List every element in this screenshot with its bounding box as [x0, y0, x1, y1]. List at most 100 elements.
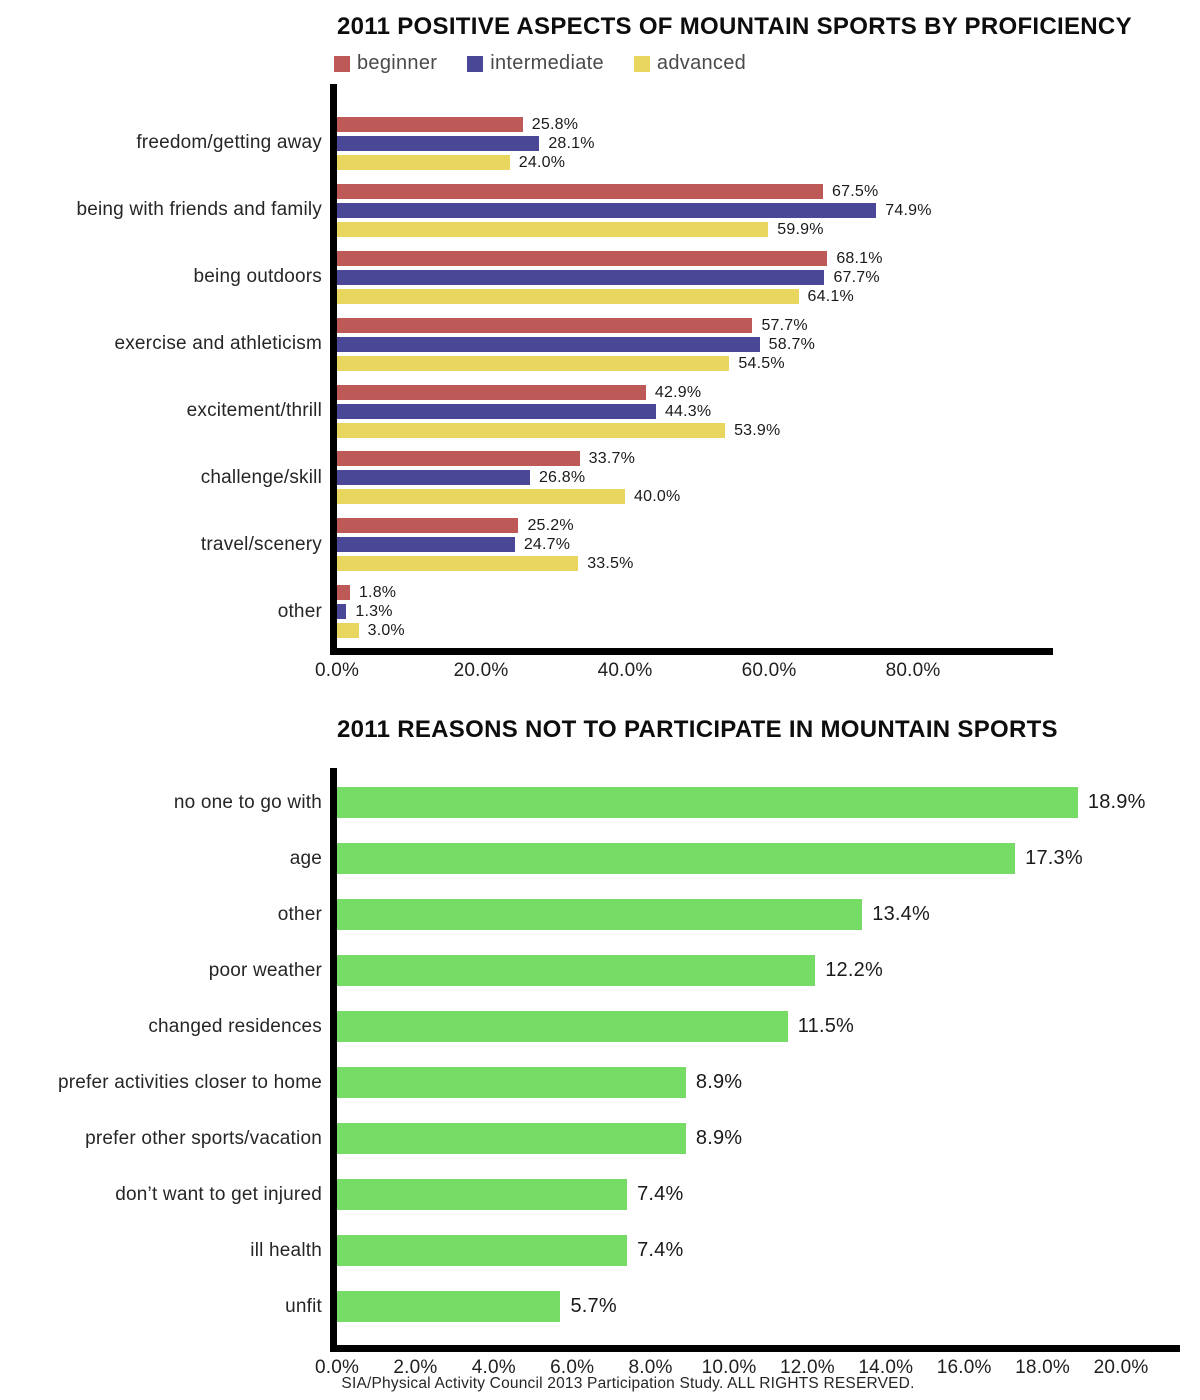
bar-intermediate — [337, 403, 656, 419]
chart1-x-axis-line — [330, 648, 1053, 655]
bar-intermediate — [337, 269, 825, 285]
chart2-y-axis-line — [330, 768, 337, 1352]
chart1-legend: beginner intermediate advanced — [334, 52, 746, 75]
legend-item-advanced: advanced — [633, 52, 747, 75]
legend-item-intermediate: intermediate — [467, 52, 604, 75]
bar-advanced — [337, 556, 579, 572]
value-label: 1.8% — [358, 584, 397, 602]
x-tick-label: 4.0% — [471, 1357, 516, 1378]
x-tick-label: 18.0% — [1015, 1357, 1071, 1378]
legend-label-beginner: beginner — [357, 52, 438, 74]
value-label: 17.3% — [1025, 847, 1083, 869]
x-tick-label: 20.0% — [1093, 1357, 1149, 1378]
bar-intermediate — [337, 537, 515, 553]
x-tick-label: 12.0% — [779, 1357, 835, 1378]
value-label: 8.9% — [695, 1127, 743, 1149]
chart1-title: 2011 POSITIVE ASPECTS OF MOUNTAIN SPORTS… — [337, 13, 1132, 40]
value-label: 3.0% — [367, 622, 405, 640]
category-label: other — [277, 600, 322, 622]
category-label: other — [277, 904, 322, 925]
value-label: 68.1% — [836, 249, 883, 267]
bar-intermediate — [337, 604, 347, 620]
bar-reasons — [337, 787, 1078, 818]
value-label: 54.5% — [738, 354, 785, 372]
category-label: exercise and athleticism — [114, 333, 322, 355]
x-tick-label: 40.0% — [597, 660, 653, 681]
x-tick-label: 10.0% — [701, 1357, 757, 1378]
bar-reasons — [337, 1291, 561, 1322]
legend-swatch-advanced — [633, 55, 650, 72]
bar-beginner — [337, 585, 350, 601]
x-tick-label: 2.0% — [393, 1357, 438, 1378]
value-label: 18.9% — [1087, 791, 1146, 813]
bar-reasons — [337, 1123, 686, 1154]
value-label: 25.2% — [527, 517, 574, 535]
category-label: prefer other sports/vacation — [85, 1128, 322, 1149]
bar-intermediate — [337, 470, 530, 486]
chart2-x-axis-line — [330, 1345, 1180, 1352]
category-label: changed residences — [148, 1016, 322, 1037]
category-label: no one to go with — [173, 792, 322, 813]
value-label: 7.4% — [637, 1239, 684, 1261]
value-label: 67.7% — [833, 268, 880, 286]
bar-reasons — [337, 1235, 628, 1266]
bar-reasons — [337, 1179, 628, 1210]
x-tick-label: 16.0% — [936, 1357, 992, 1378]
category-label: don’t want to get injured — [115, 1184, 322, 1205]
x-tick-label: 8.0% — [628, 1357, 673, 1378]
value-label: 11.5% — [797, 1015, 855, 1037]
bar-reasons — [337, 1011, 788, 1042]
value-label: 24.7% — [523, 536, 571, 554]
bar-intermediate — [337, 136, 540, 151]
bar-advanced — [337, 355, 730, 371]
legend-label-advanced: advanced — [656, 52, 747, 74]
bar-intermediate — [337, 336, 760, 352]
bar-reasons — [337, 1067, 686, 1098]
category-label: being outdoors — [193, 266, 322, 288]
bar-advanced — [337, 221, 769, 237]
value-label: 28.1% — [548, 135, 595, 152]
category-label: being with friends and family — [76, 199, 322, 221]
bar-advanced — [337, 155, 510, 170]
bar-beginner — [337, 250, 828, 266]
bar-advanced — [337, 489, 625, 505]
value-label: 5.7% — [570, 1295, 617, 1317]
value-label: 58.7% — [768, 335, 815, 353]
value-label: 59.9% — [777, 220, 824, 238]
bar-beginner — [337, 384, 646, 400]
value-label: 33.7% — [588, 450, 635, 468]
legend-label-intermediate: intermediate — [490, 52, 604, 74]
bar-beginner — [337, 518, 519, 534]
value-label: 42.9% — [654, 383, 702, 401]
category-label: excitement/thrill — [186, 399, 322, 421]
value-label: 1.3% — [355, 603, 393, 621]
value-label: 8.9% — [695, 1071, 743, 1093]
value-label: 24.0% — [518, 154, 566, 171]
category-label: challenge/skill — [200, 466, 322, 488]
x-tick-label: 60.0% — [741, 660, 797, 681]
value-label: 74.9% — [885, 201, 932, 219]
x-tick-label: 14.0% — [858, 1357, 914, 1378]
x-tick-label: 0.0% — [314, 1357, 360, 1378]
value-label: 53.9% — [734, 421, 781, 439]
bar-advanced — [337, 422, 726, 438]
value-label: 26.8% — [538, 469, 586, 487]
bar-reasons — [337, 843, 1016, 874]
bar-intermediate — [337, 202, 877, 218]
bar-reasons — [337, 899, 863, 930]
legend-swatch-intermediate — [467, 55, 484, 72]
source-attribution: SIA/Physical Activity Council 2013 Parti… — [341, 1375, 915, 1392]
value-label: 64.1% — [807, 287, 854, 305]
x-tick-label: 20.0% — [453, 660, 509, 681]
bar-beginner — [337, 451, 580, 467]
bar-beginner — [337, 317, 753, 333]
value-label: 44.3% — [664, 402, 712, 420]
bar-advanced — [337, 623, 359, 639]
x-tick-label: 0.0% — [314, 660, 360, 681]
bar-beginner — [337, 183, 823, 199]
x-tick-label: 6.0% — [550, 1357, 595, 1378]
bar-reasons — [337, 955, 816, 986]
bar-beginner — [337, 117, 523, 132]
category-label: unfit — [285, 1296, 322, 1317]
